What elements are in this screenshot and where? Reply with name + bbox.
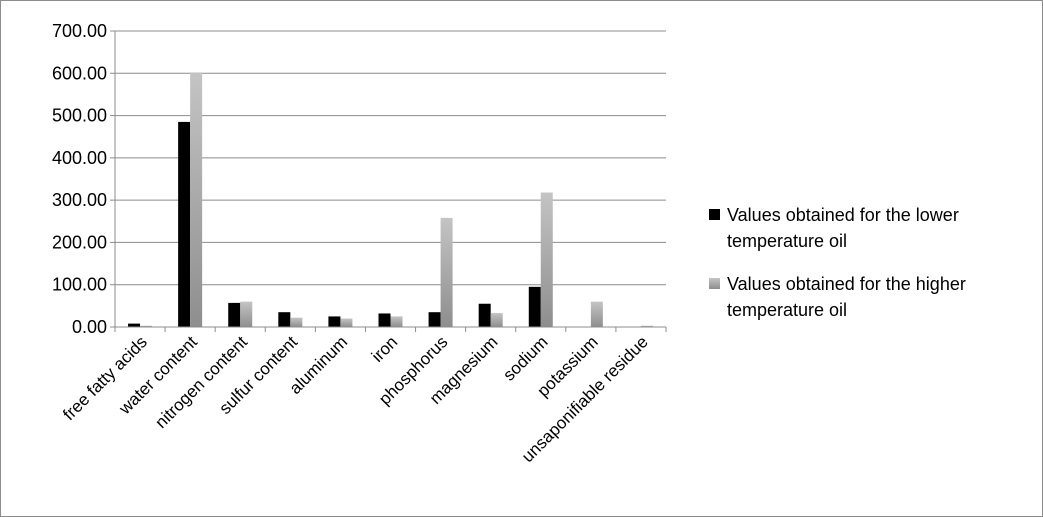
y-tick-label: 100.00 [52,275,107,295]
bar-series-2-potassium [590,301,603,327]
bar-series-1-nitrogen-content [228,302,241,327]
bar-series-2-phosphorus [440,217,453,327]
legend-label-series-2: Values obtained for the higher [727,274,966,294]
legend-label-series-2: temperature oil [727,300,847,320]
legend-swatch-series-2 [709,278,720,289]
y-tick-label: 600.00 [52,63,107,83]
axes [110,30,667,332]
x-tick-label: iron [368,332,401,365]
bar-series-1-magnesium [478,303,491,327]
bar-series-2-sodium [540,192,553,327]
y-tick-label: 300.00 [52,190,107,210]
bar-series-1-free-fatty-acids [128,323,141,327]
bar-series-1-sodium [528,286,541,327]
x-tick-label: nitrogen content [151,332,251,432]
bar-series-2-sulfur-content [290,317,303,327]
y-tick-labels: 0.00 100.00 200.00 300.00 400.00 500.00 600.00… [52,21,107,337]
x-tick-label: free fatty acids [59,332,151,424]
y-tick-label: 0.00 [72,317,107,337]
y-tick-label: 500.00 [52,106,107,126]
legend: Values obtained for the lower temperature… [709,205,966,320]
bar-series-2-magnesium [490,313,503,327]
bar-series-2-free-fatty-acids [140,325,153,327]
bar-series-1-iron [378,313,391,327]
bar-series-2-water-content [190,72,203,327]
bar-series-2-aluminum [340,318,353,327]
bar-series-1-aluminum [328,316,341,327]
bar-series-1-water-content [178,121,191,328]
bars [128,72,653,328]
legend-swatch-series-1 [709,209,720,220]
gridlines [115,30,666,286]
y-tick-label: 400.00 [52,148,107,168]
bar-series-2-iron [390,316,403,327]
bar-series-1-sulfur-content [278,312,291,327]
bar-series-1-phosphorus [428,312,441,327]
y-tick-label: 200.00 [52,232,107,252]
legend-label-series-1: Values obtained for the lower [727,205,959,225]
bar-series-2-unsaponifiable-residue [640,325,653,327]
legend-label-series-1: temperature oil [727,231,847,251]
y-tick-label: 700.00 [52,21,107,41]
bar-series-2-nitrogen-content [240,301,253,327]
